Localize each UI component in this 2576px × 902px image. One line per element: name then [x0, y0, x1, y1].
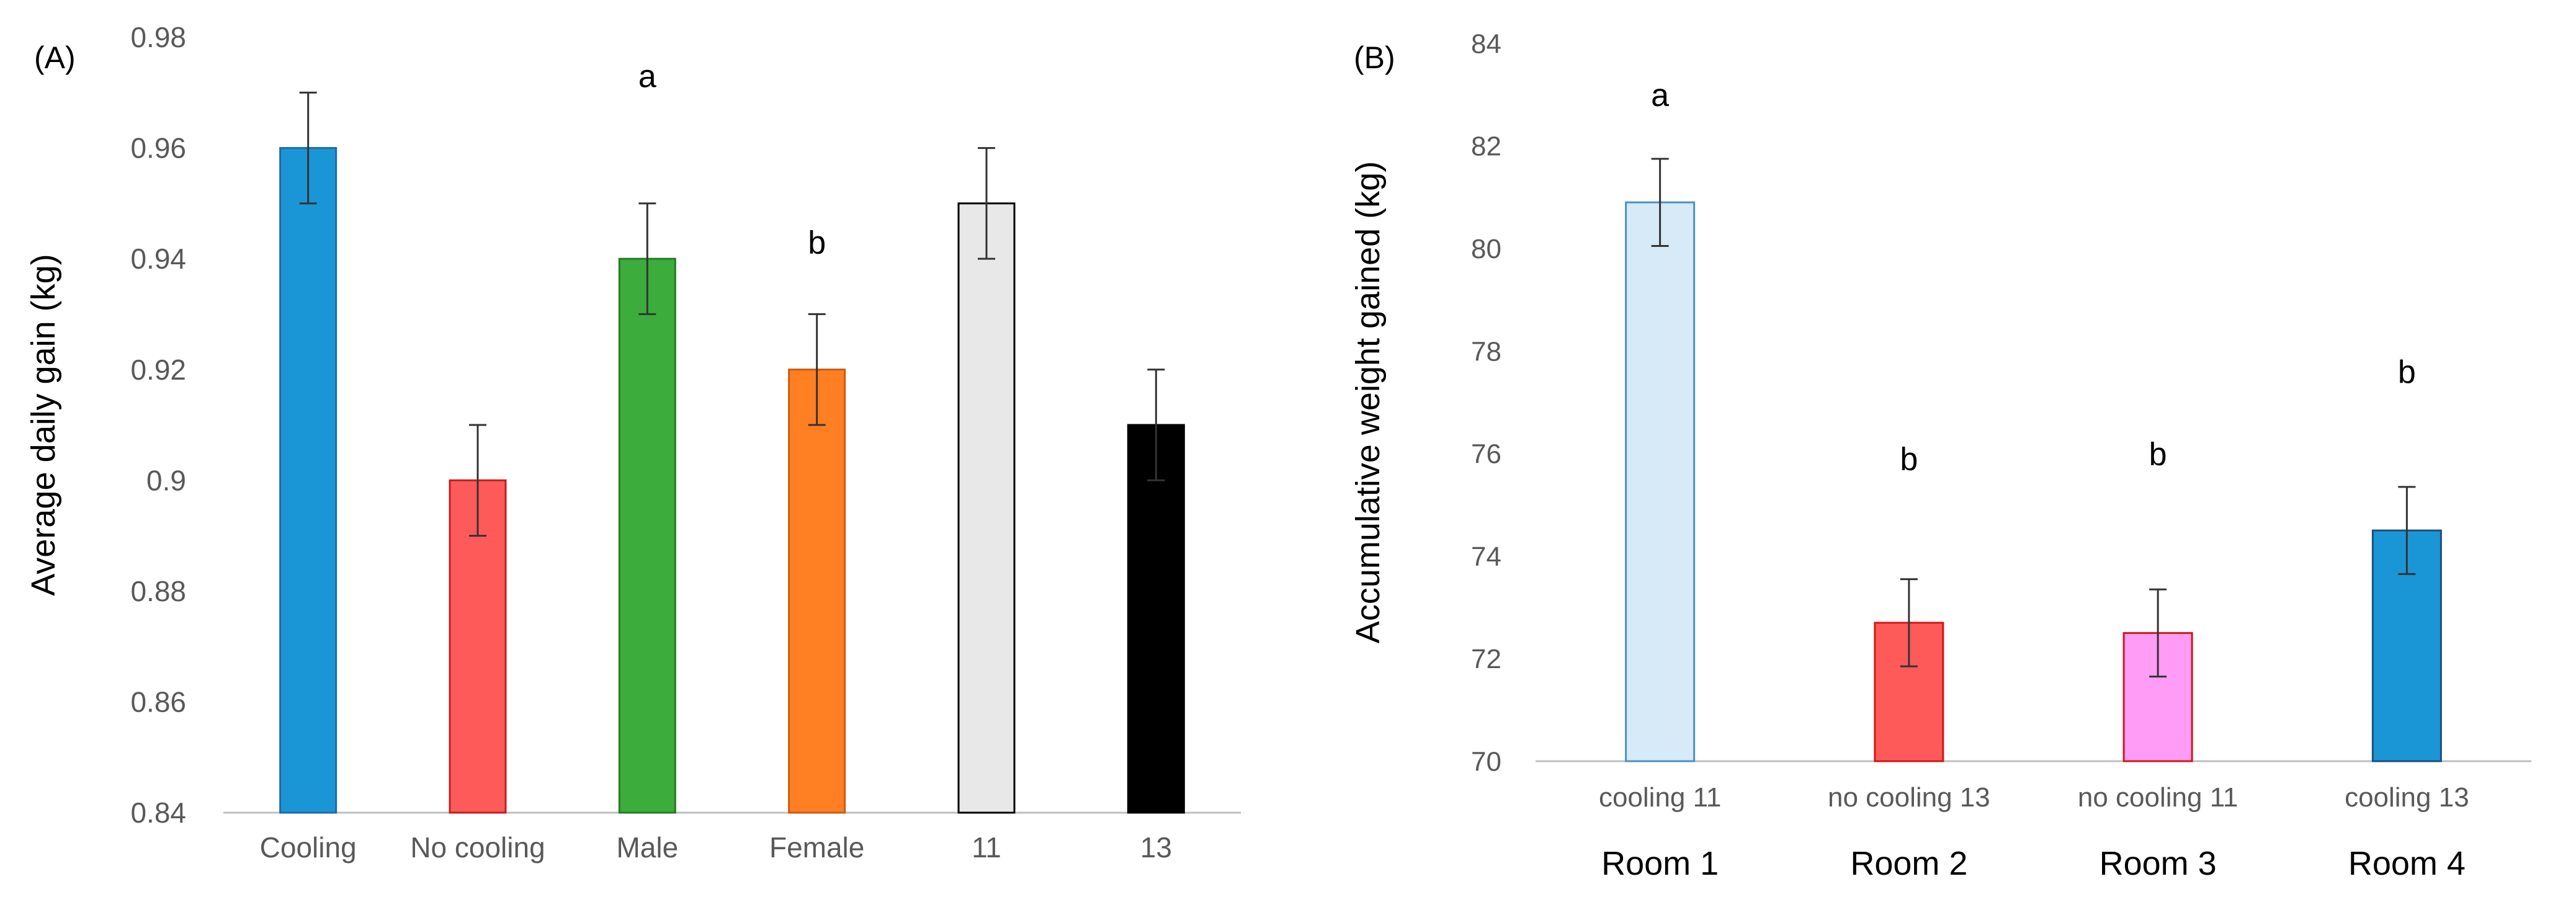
room-label: Room 1	[1601, 845, 1719, 882]
x-tick-label: Female	[769, 831, 864, 864]
room-label: Room 2	[1850, 845, 1967, 882]
y-tick-label: 80	[1471, 234, 1501, 264]
error-bar	[1900, 578, 1918, 668]
panel-b-error-bars	[1651, 158, 2416, 678]
panel-b-label: (B)	[1354, 40, 1395, 75]
y-tick-label: 0.92	[130, 354, 186, 386]
bar	[1127, 424, 1185, 814]
panel-a-annotations: ab	[638, 59, 826, 261]
y-tick-label: 76	[1471, 439, 1501, 470]
room-label: Room 3	[2100, 845, 2217, 882]
error-bar	[638, 202, 656, 315]
x-tick-label: Male	[616, 831, 678, 864]
y-tick-label: 0.88	[130, 575, 186, 607]
y-tick-label: 0.96	[130, 132, 186, 164]
panel-a-error-bars	[299, 91, 1165, 537]
significance-letter: b	[2398, 354, 2416, 390]
panel-a-label: (A)	[34, 40, 76, 75]
bar	[2371, 529, 2442, 762]
panel-a-x-tick-labels: Cooling No cooling Male Female 11 13	[260, 831, 1172, 864]
y-tick-label: 0.94	[130, 243, 186, 275]
panel-b-y-ticks: 70 72 74 76 78 80 82 84	[1471, 29, 1501, 777]
room-label: Room 4	[2348, 845, 2466, 882]
x-tick-label: cooling 13	[2345, 782, 2469, 813]
y-tick-label: 0.98	[130, 21, 186, 53]
panel-a-bars	[279, 147, 1185, 814]
panel-b-annotations: a b b b	[1651, 78, 2416, 478]
x-tick-label: 11	[972, 831, 1001, 864]
panel-b: (B) Accumulative weight gained (kg) 70 72…	[1349, 29, 2531, 882]
bar	[1625, 201, 1696, 762]
y-tick-label: 0.84	[130, 797, 186, 829]
x-tick-label: Cooling	[260, 831, 357, 864]
error-bar	[299, 91, 317, 205]
error-bar	[2149, 588, 2167, 678]
significance-letter: a	[638, 59, 656, 95]
panel-b-bars	[1625, 201, 2442, 762]
y-tick-label: 82	[1471, 132, 1501, 162]
y-tick-label: 78	[1471, 336, 1501, 367]
x-tick-label: no cooling 11	[2078, 782, 2238, 813]
significance-letter: b	[808, 225, 826, 261]
bar	[279, 147, 338, 814]
y-tick-label: 72	[1471, 644, 1501, 674]
panel-b-y-axis-label: Accumulative weight gained (kg)	[1349, 161, 1387, 643]
x-tick-label: cooling 11	[1599, 782, 1721, 813]
significance-letter: a	[1651, 78, 1669, 114]
y-tick-label: 70	[1471, 746, 1501, 777]
bar	[788, 368, 846, 814]
x-tick-label: 13	[1140, 831, 1172, 864]
error-bar	[1147, 368, 1165, 481]
x-tick-label: no cooling 13	[1828, 782, 1990, 813]
panel-a-y-ticks: 0.84 0.86 0.88 0.9 0.92 0.94 0.96 0.98	[130, 21, 186, 829]
panel-b-x-tick-labels: cooling 11 no cooling 13 no cooling 11 cool…	[1599, 782, 2469, 813]
x-tick-label: No cooling	[410, 831, 545, 864]
bar	[618, 257, 676, 814]
error-bar	[978, 147, 995, 260]
bar	[957, 202, 1016, 814]
error-bar	[808, 313, 826, 426]
panel-a: (A) Average daily gain (kg) 0.84 0.86 0.88…	[25, 21, 1241, 864]
error-bar	[2398, 486, 2416, 575]
y-tick-label: 74	[1471, 542, 1501, 572]
panel-a-y-axis-label: Average daily gain (kg)	[25, 254, 62, 596]
error-bar	[1651, 158, 1669, 247]
y-tick-label: 0.9	[146, 464, 186, 496]
significance-letter: b	[2149, 436, 2167, 472]
significance-letter: b	[1900, 442, 1918, 478]
y-tick-label: 84	[1471, 29, 1501, 59]
panel-b-room-labels: Room 1 Room 2 Room 3 Room 4	[1601, 845, 2466, 882]
y-tick-label: 0.86	[130, 686, 186, 718]
error-bar	[469, 424, 486, 537]
